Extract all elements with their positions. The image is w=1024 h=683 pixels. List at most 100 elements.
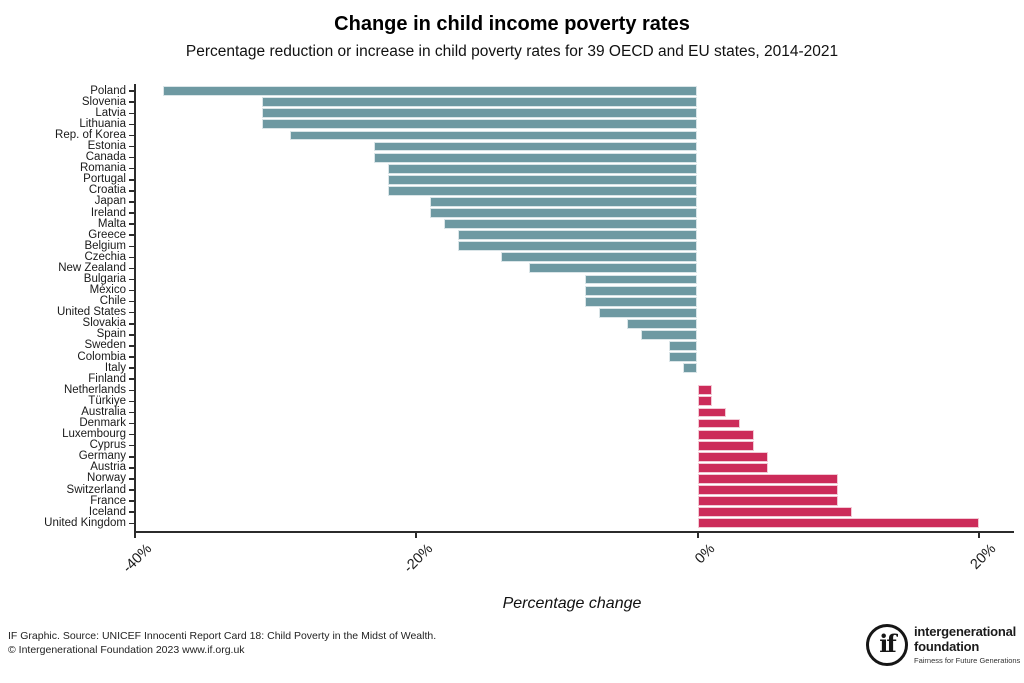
bar: [289, 130, 698, 141]
y-axis-tick: [129, 334, 134, 336]
y-axis-tick: [129, 201, 134, 203]
y-axis-tick: [129, 267, 134, 270]
bar: [697, 407, 726, 418]
country-label: Estonia: [87, 140, 126, 153]
country-label: Japan: [94, 195, 126, 208]
source-line-2: © Intergenerational Foundation 2023 www.…: [8, 644, 245, 657]
if-foundation-logo: if intergenerational foundation Fairness…: [866, 624, 1020, 666]
country-label: Italy: [104, 361, 126, 374]
y-axis-tick: [129, 311, 134, 314]
country-label: Netherlands: [63, 383, 126, 396]
chart-title: Change in child income poverty rates: [334, 13, 690, 35]
country-label: Lithuania: [79, 117, 126, 130]
y-axis-tick: [129, 145, 134, 148]
y-axis-tick: [129, 245, 134, 247]
y-axis-tick: [129, 444, 134, 447]
country-label: New Zealand: [58, 261, 126, 274]
y-axis-tick: [129, 456, 134, 458]
country-label: Malta: [97, 217, 126, 230]
bar: [697, 507, 853, 518]
bar: [669, 352, 698, 362]
x-axis-tick-label: -20%: [401, 541, 437, 577]
x-axis-tick: [977, 533, 980, 538]
bar: [444, 219, 698, 230]
if-monogram: if: [879, 628, 897, 658]
bar: [430, 196, 698, 207]
bar: [388, 174, 698, 185]
bar: [697, 462, 768, 473]
country-label: Czechia: [84, 250, 126, 263]
y-axis-tick: [129, 190, 134, 192]
x-axis-tick-label: 0%: [691, 541, 718, 568]
x-axis-title: Percentage change: [502, 595, 642, 612]
y-axis-tick: [129, 123, 134, 126]
y-axis-tick: [129, 478, 134, 480]
logo-name-line-2: foundation: [914, 638, 980, 654]
country-label: Sweden: [84, 339, 126, 352]
y-axis-tick: [129, 300, 134, 303]
country-label: Colombia: [77, 350, 126, 363]
y-axis-tick: [129, 112, 134, 115]
bar: [163, 86, 698, 97]
y-axis-tick: [129, 511, 134, 513]
bar: [430, 208, 698, 218]
bar: [697, 385, 712, 396]
bar: [683, 363, 698, 374]
bar: [585, 274, 698, 285]
country-label: Cyprus: [89, 439, 126, 452]
country-label: Türkiye: [88, 394, 126, 407]
x-axis-tick: [696, 533, 699, 538]
bar: [261, 97, 698, 108]
y-axis-tick: [129, 400, 134, 403]
y-axis-tick: [129, 378, 134, 380]
y-axis-tick: [129, 489, 134, 491]
country-label: Greece: [88, 228, 126, 241]
bar: [697, 451, 768, 462]
country-label: Switzerland: [66, 483, 126, 496]
country-label: Luxembourg: [62, 428, 126, 441]
country-label: Belgium: [84, 239, 126, 252]
y-axis-tick: [129, 167, 134, 170]
y-axis-tick: [129, 367, 134, 369]
bar: [585, 285, 698, 296]
bar: [697, 429, 754, 440]
bar: [528, 263, 698, 274]
y-axis-tick: [129, 411, 134, 414]
country-label: Bulgaria: [83, 273, 126, 285]
y-axis-tick: [129, 212, 134, 214]
country-label: Canada: [85, 151, 126, 164]
y-axis-tick: [129, 223, 134, 225]
country-label: Chile: [99, 295, 126, 308]
country-label: Latvia: [95, 106, 126, 119]
y-axis-tick: [129, 323, 134, 325]
country-label: Australia: [81, 405, 126, 418]
bar: [641, 329, 698, 340]
country-label: Ireland: [90, 206, 126, 219]
country-label: Germany: [78, 450, 126, 463]
bar: [585, 296, 698, 307]
bar: [697, 418, 740, 429]
y-axis-tick: [129, 156, 134, 159]
y-axis-tick: [129, 389, 134, 392]
bar: [697, 396, 712, 407]
country-label: Portugal: [83, 173, 126, 186]
bar: [697, 496, 839, 507]
source-note: IF Graphic. Source: UNICEF Innocenti Rep…: [8, 629, 436, 657]
if-logo-icon: if: [866, 624, 908, 666]
bar: [599, 307, 698, 318]
x-axis-tick-label: 20%: [967, 541, 1000, 573]
y-axis-tick: [129, 500, 134, 502]
y-axis-line: [134, 84, 136, 533]
bar: [374, 141, 698, 152]
bar: [261, 119, 698, 130]
logo-name-line-1: intergenerational: [914, 624, 1017, 640]
country-label: Poland: [90, 84, 126, 97]
bar: [388, 185, 698, 196]
x-axis-tick: [134, 533, 137, 538]
source-line-1: IF Graphic. Source: UNICEF Innocenti Rep…: [8, 630, 437, 642]
bar: [500, 252, 698, 263]
logo-text: intergenerational foundation Fairness fo…: [914, 624, 1020, 665]
x-axis-tick-label: -40%: [120, 541, 156, 577]
y-axis-tick: [129, 256, 134, 259]
